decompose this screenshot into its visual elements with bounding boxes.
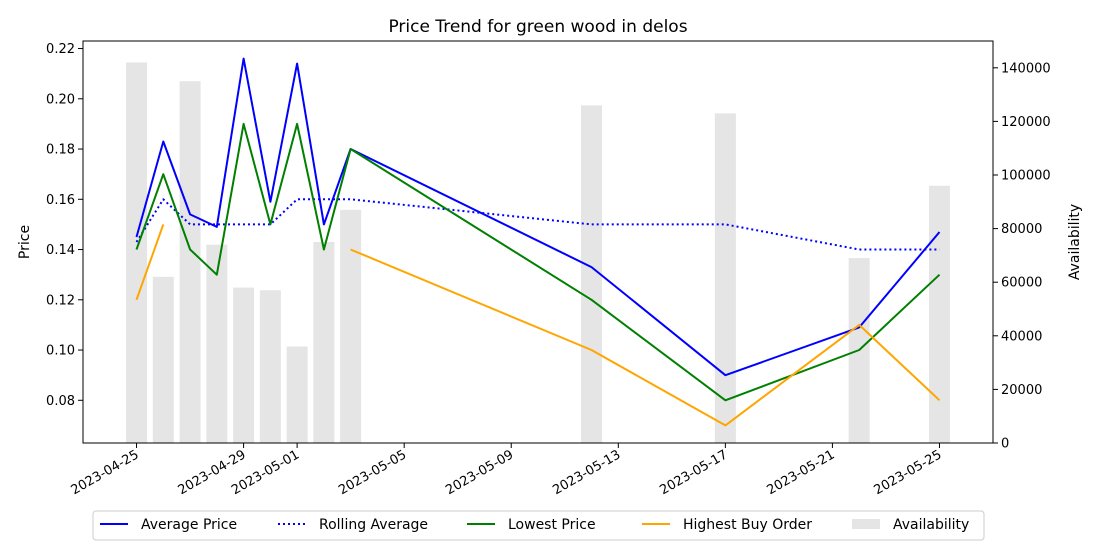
y-tick-label: 0.14 — [46, 243, 75, 258]
availability-bar — [714, 113, 736, 444]
price-lines — [135, 57, 941, 427]
x-tick-label: 2023-05-05 — [336, 447, 409, 498]
availability-bar — [126, 62, 148, 443]
lowest-price-line — [135, 122, 941, 402]
availability-bar — [206, 244, 228, 443]
plot-frame — [82, 40, 994, 444]
availability-bar — [340, 209, 362, 443]
x-tick-label: 2023-05-21 — [764, 447, 837, 498]
y2-tick-label: 80000 — [1001, 222, 1042, 237]
y-tick-label: 0.22 — [46, 42, 75, 57]
availability-bars — [126, 62, 950, 444]
y-axis-left: 0.08 0.10 0.12 0.14 0.16 0.18 0.20 0.22 — [46, 42, 83, 409]
availability-bar — [179, 81, 201, 443]
availability-bar — [581, 105, 603, 443]
y-tick-label: 0.12 — [46, 293, 75, 308]
x-tick-label: 2023-05-13 — [550, 447, 623, 498]
chart-title: Price Trend for green wood in delos — [388, 17, 687, 37]
y2-axis-label: Availability — [1067, 204, 1083, 280]
average-price-legend-label: Average Price — [141, 517, 237, 533]
x-tick-label: 2023-05-09 — [443, 447, 516, 498]
availability-legend-label: Availability — [893, 517, 969, 533]
y2-tick-label: 0 — [1001, 437, 1009, 452]
x-tick-label: 2023-05-17 — [657, 447, 730, 498]
availability-bar — [928, 185, 950, 443]
y-axis-right: 0 20000 40000 60000 80000 100000 120000 140000 — [993, 61, 1051, 452]
availability-bar — [286, 346, 308, 443]
y2-tick-label: 120000 — [1001, 115, 1051, 130]
legend: Average Price Rolling Average Lowest Price… — [92, 510, 985, 541]
legend-box — [92, 510, 985, 541]
y-tick-label: 0.08 — [46, 394, 75, 409]
availability-legend-swatch — [852, 519, 880, 529]
availability-bar — [313, 242, 335, 443]
y2-tick-label: 20000 — [1001, 383, 1042, 398]
rolling-average-legend-label: Rolling Average — [319, 517, 428, 533]
y-tick-label: 0.18 — [46, 143, 75, 158]
y2-tick-label: 60000 — [1001, 276, 1042, 291]
availability-bar — [259, 290, 281, 443]
availability-bar — [233, 287, 255, 443]
average-price-line — [135, 57, 941, 377]
y2-tick-label: 40000 — [1001, 329, 1042, 344]
x-tick-label: 2023-05-25 — [872, 447, 945, 498]
y-tick-label: 0.20 — [46, 92, 75, 107]
highest-buy-order-legend-label: Highest Buy Order — [683, 517, 812, 533]
lowest-price-legend-label: Lowest Price — [508, 517, 596, 533]
y-tick-label: 0.16 — [46, 193, 75, 208]
y2-tick-label: 140000 — [1001, 61, 1051, 76]
highest-buy-order-line — [135, 224, 165, 301]
highest-buy-order-line — [350, 248, 941, 427]
availability-bar — [152, 276, 174, 443]
y2-tick-label: 100000 — [1001, 169, 1051, 184]
y-tick-label: 0.10 — [46, 344, 75, 359]
y-axis-label: Price — [17, 225, 33, 259]
x-tick-label: 2023-04-25 — [69, 447, 142, 498]
